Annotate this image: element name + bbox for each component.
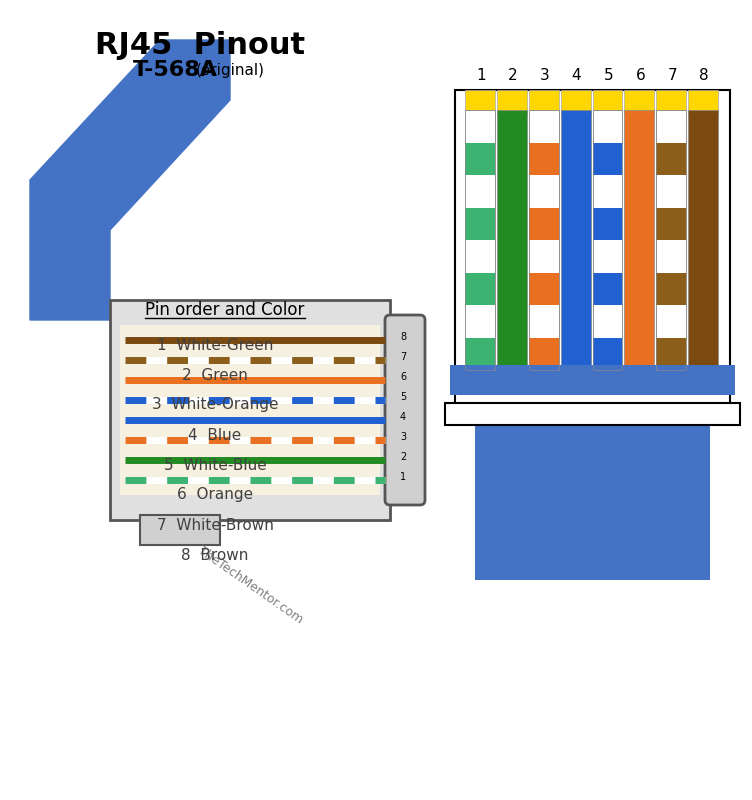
Bar: [465, 207, 495, 240]
Bar: [656, 90, 686, 115]
Bar: [465, 110, 495, 370]
Bar: [465, 338, 495, 370]
Bar: [656, 207, 686, 240]
Text: 5  White-Blue: 5 White-Blue: [164, 458, 266, 473]
Text: 7  White-Brown: 7 White-Brown: [156, 518, 274, 533]
Bar: [688, 90, 718, 115]
Text: 4: 4: [572, 67, 581, 82]
Bar: [593, 338, 623, 370]
Bar: [529, 90, 559, 115]
Text: 4: 4: [400, 412, 406, 422]
FancyBboxPatch shape: [385, 315, 425, 505]
Text: Pin order and Color: Pin order and Color: [145, 301, 305, 319]
Text: 6: 6: [635, 67, 645, 82]
Bar: [656, 273, 686, 305]
Bar: [593, 110, 623, 370]
Bar: [529, 338, 559, 370]
Text: 2: 2: [400, 452, 406, 462]
FancyBboxPatch shape: [455, 90, 730, 410]
Text: 7: 7: [400, 352, 406, 362]
Bar: [529, 273, 559, 305]
Text: 1  White-Green: 1 White-Green: [157, 338, 273, 353]
Bar: [465, 110, 495, 370]
Bar: [593, 273, 623, 305]
Bar: [450, 365, 735, 395]
Text: 8  Brown: 8 Brown: [181, 547, 249, 562]
Text: 3  White-Orange: 3 White-Orange: [152, 398, 278, 413]
Text: 1: 1: [476, 67, 486, 82]
Bar: [120, 325, 380, 495]
Text: 5: 5: [400, 392, 406, 402]
Bar: [529, 110, 559, 370]
Text: 1: 1: [400, 472, 406, 482]
Bar: [656, 338, 686, 370]
Bar: [593, 90, 623, 115]
Text: TheTechMentor.com: TheTechMentor.com: [195, 544, 305, 626]
Bar: [110, 300, 390, 520]
Bar: [593, 207, 623, 240]
Bar: [656, 110, 686, 370]
Bar: [656, 110, 686, 370]
Bar: [656, 142, 686, 175]
Bar: [593, 110, 623, 370]
Text: 3: 3: [400, 432, 406, 442]
Text: (original): (original): [196, 62, 265, 78]
Bar: [688, 110, 718, 370]
Bar: [529, 207, 559, 240]
Text: 6  Orange: 6 Orange: [177, 487, 253, 502]
Bar: [593, 142, 623, 175]
Polygon shape: [30, 40, 230, 320]
Text: 4  Blue: 4 Blue: [188, 427, 241, 442]
Text: 8: 8: [400, 332, 406, 342]
Bar: [475, 410, 710, 580]
Bar: [465, 90, 495, 115]
Bar: [497, 110, 526, 370]
Text: 2: 2: [508, 67, 517, 82]
Bar: [561, 90, 590, 115]
Bar: [465, 273, 495, 305]
Bar: [140, 515, 220, 545]
Text: 3: 3: [540, 67, 550, 82]
Text: 6: 6: [400, 372, 406, 382]
Text: RJ45  Pinout: RJ45 Pinout: [95, 30, 305, 59]
Bar: [465, 142, 495, 175]
Bar: [561, 110, 590, 370]
Bar: [529, 142, 559, 175]
Text: 7: 7: [667, 67, 677, 82]
Bar: [497, 90, 526, 115]
Bar: [445, 403, 740, 425]
Text: T-568A: T-568A: [132, 60, 217, 80]
Bar: [624, 90, 654, 115]
Text: 5: 5: [604, 67, 613, 82]
Text: 2  Green: 2 Green: [182, 367, 248, 382]
Text: 8: 8: [699, 67, 709, 82]
Bar: [529, 110, 559, 370]
Bar: [624, 110, 654, 370]
